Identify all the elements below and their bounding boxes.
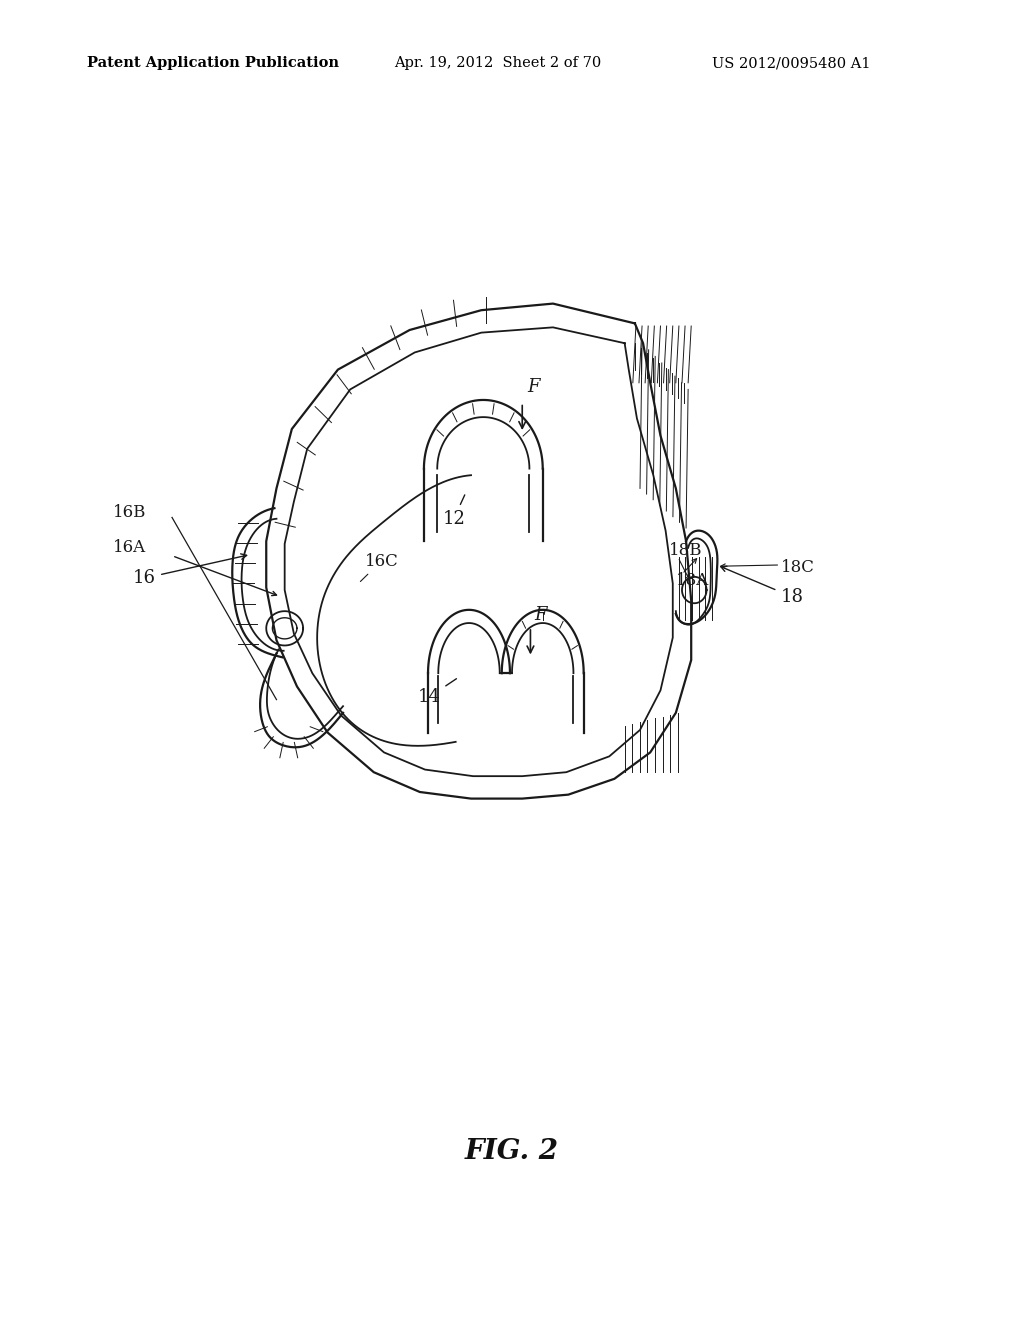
Text: 16A: 16A bbox=[113, 540, 145, 556]
Text: 18: 18 bbox=[721, 566, 803, 606]
Text: Patent Application Publication: Patent Application Publication bbox=[87, 57, 339, 70]
Text: 18B: 18B bbox=[669, 543, 702, 558]
Text: 18C: 18C bbox=[781, 560, 815, 576]
Text: F: F bbox=[527, 378, 540, 396]
Text: 18A: 18A bbox=[676, 573, 709, 589]
Text: 14: 14 bbox=[418, 678, 457, 706]
Text: F: F bbox=[535, 606, 547, 624]
Text: Apr. 19, 2012  Sheet 2 of 70: Apr. 19, 2012 Sheet 2 of 70 bbox=[394, 57, 601, 70]
Text: US 2012/0095480 A1: US 2012/0095480 A1 bbox=[712, 57, 870, 70]
Text: 16: 16 bbox=[133, 554, 247, 587]
Text: 12: 12 bbox=[442, 495, 465, 528]
Text: FIG. 2: FIG. 2 bbox=[465, 1138, 559, 1164]
Text: 16B: 16B bbox=[113, 504, 146, 520]
Text: 16C: 16C bbox=[360, 553, 398, 582]
